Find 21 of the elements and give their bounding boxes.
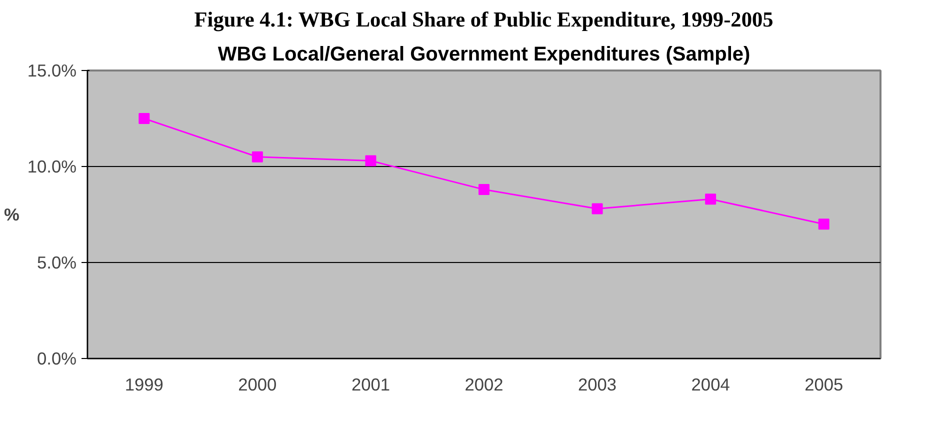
point: [478, 184, 490, 196]
y-tick-label: 0.0%: [37, 348, 77, 368]
point: [365, 155, 376, 166]
x-tick-label: 2003: [578, 374, 617, 394]
point: [818, 218, 830, 230]
point: [705, 194, 716, 205]
x-tick-label: 2004: [691, 374, 730, 394]
x-tick-label: 2005: [804, 374, 844, 394]
point: [252, 151, 263, 162]
y-tick-label: 10.0%: [27, 156, 77, 176]
y-tick-label: 5.0%: [37, 252, 77, 272]
x-tick-label: 2000: [238, 374, 277, 394]
point: [138, 113, 150, 124]
y-axis-title: %: [4, 204, 20, 224]
x-tick-label: 2001: [351, 374, 390, 394]
chart-title: Figure 4.1: WBG Local Share of Public Expenditure, 1999-2005: [194, 8, 774, 32]
y-tick-label: 15.0%: [27, 60, 77, 80]
chart-subtitle: WBG Local/General Government Expenditures (Sample): [218, 44, 750, 66]
x-tick-label: 1999: [124, 374, 164, 394]
x-tick-label: 2002: [464, 374, 504, 394]
point: [592, 203, 603, 214]
